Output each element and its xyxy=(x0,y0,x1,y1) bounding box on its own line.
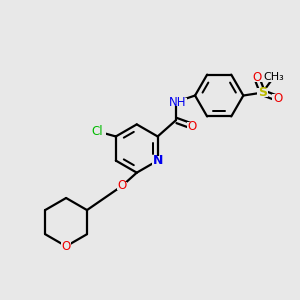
Text: O: O xyxy=(61,240,71,253)
FancyBboxPatch shape xyxy=(257,88,268,97)
Text: S: S xyxy=(258,86,267,99)
Text: N: N xyxy=(152,154,163,167)
Text: NH: NH xyxy=(169,95,186,109)
FancyBboxPatch shape xyxy=(88,127,106,136)
FancyBboxPatch shape xyxy=(261,73,286,82)
Text: O: O xyxy=(188,120,197,133)
Text: Cl: Cl xyxy=(91,125,103,138)
FancyBboxPatch shape xyxy=(61,242,71,251)
FancyBboxPatch shape xyxy=(251,73,262,82)
Text: CH₃: CH₃ xyxy=(263,72,284,82)
Text: O: O xyxy=(252,71,261,84)
Text: O: O xyxy=(273,92,282,105)
FancyBboxPatch shape xyxy=(187,122,197,130)
FancyBboxPatch shape xyxy=(152,156,163,165)
Text: O: O xyxy=(117,179,127,192)
FancyBboxPatch shape xyxy=(168,98,187,106)
FancyBboxPatch shape xyxy=(272,94,283,103)
FancyBboxPatch shape xyxy=(117,182,127,190)
